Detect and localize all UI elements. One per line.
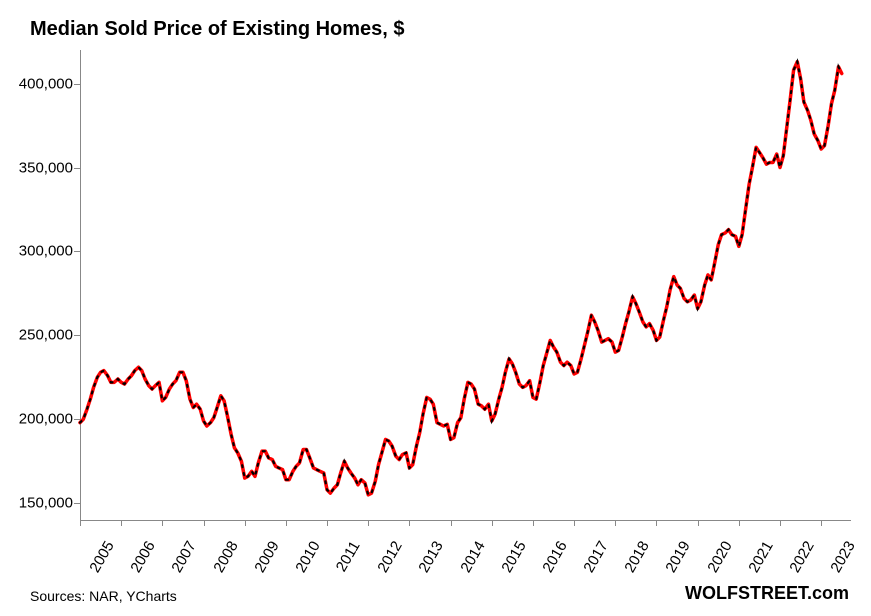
- x-tick-mark: [204, 520, 205, 526]
- x-tick-mark: [162, 520, 163, 526]
- y-tick-label: 250,000: [19, 327, 73, 344]
- x-tick-mark: [698, 520, 699, 526]
- source-attribution: Sources: NAR, YCharts: [30, 588, 177, 604]
- site-watermark: WOLFSTREET.com: [685, 583, 849, 604]
- line-series: [0, 0, 871, 616]
- y-tick-mark: [74, 251, 80, 252]
- y-tick-mark: [74, 168, 80, 169]
- x-tick-mark: [451, 520, 452, 526]
- y-tick-label: 200,000: [19, 411, 73, 428]
- x-tick-mark: [533, 520, 534, 526]
- x-tick-mark: [615, 520, 616, 526]
- y-tick-label: 350,000: [19, 159, 73, 176]
- x-tick-mark: [780, 520, 781, 526]
- x-tick-mark: [368, 520, 369, 526]
- x-tick-mark: [80, 520, 81, 526]
- x-tick-mark: [492, 520, 493, 526]
- x-tick-mark: [656, 520, 657, 526]
- y-tick-label: 400,000: [19, 75, 73, 92]
- chart-container: Median Sold Price of Existing Homes, $ 1…: [0, 0, 871, 616]
- x-tick-mark: [327, 520, 328, 526]
- x-tick-mark: [574, 520, 575, 526]
- x-tick-mark: [286, 520, 287, 526]
- y-tick-label: 300,000: [19, 243, 73, 260]
- y-tick-label: 150,000: [19, 495, 73, 512]
- y-tick-mark: [74, 335, 80, 336]
- y-tick-mark: [74, 503, 80, 504]
- x-tick-mark: [739, 520, 740, 526]
- price-line-dash-overlay: [80, 62, 842, 495]
- y-tick-mark: [74, 419, 80, 420]
- x-tick-mark: [409, 520, 410, 526]
- x-tick-mark: [245, 520, 246, 526]
- x-tick-mark: [121, 520, 122, 526]
- x-tick-mark: [821, 520, 822, 526]
- price-line-red: [80, 62, 842, 495]
- y-tick-mark: [74, 84, 80, 85]
